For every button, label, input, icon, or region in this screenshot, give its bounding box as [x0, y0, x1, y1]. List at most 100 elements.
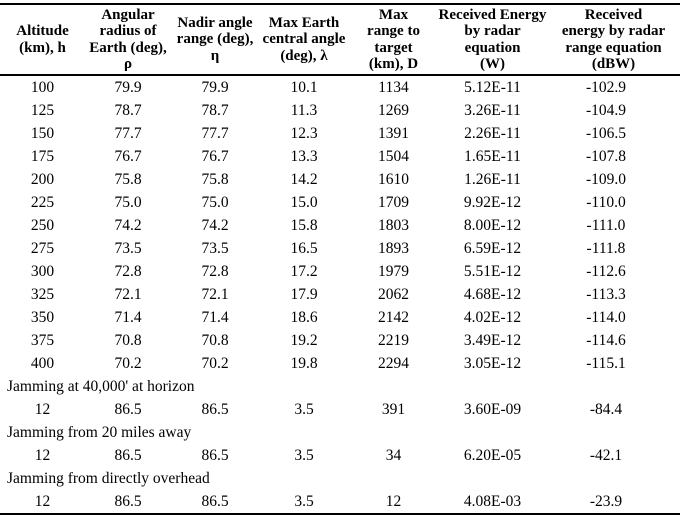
- table-cell: 14.2: [290, 171, 318, 188]
- table-cell: 79.9: [114, 79, 142, 96]
- table-row: 12 86.5 86.5 3.5 391 3.60E-09 -84.4: [0, 398, 680, 421]
- table-cell: 9.92E-12: [463, 194, 522, 211]
- table-cell: -111.8: [586, 240, 626, 257]
- table-cell: 75.0: [114, 194, 142, 211]
- table-row: 12 86.5 86.5 3.5 34 6.20E-05 -42.1: [0, 444, 680, 467]
- table-cell: 6.59E-12: [463, 240, 522, 257]
- table-cell: -111.0: [586, 217, 626, 234]
- table-cell: 2062: [378, 286, 409, 303]
- table-cell: 70.2: [201, 355, 229, 372]
- table-cell: 75.8: [201, 171, 229, 188]
- table-cell: 3.5: [294, 447, 314, 464]
- table-cell: 1709: [378, 194, 409, 211]
- column-header-nadir-angle: Nadir angle range (deg), η: [171, 4, 259, 76]
- table-cell: 1803: [378, 217, 409, 234]
- table-cell: 2142: [378, 309, 409, 326]
- table-cell: 71.4: [114, 309, 142, 326]
- table-cell: 12: [34, 401, 51, 418]
- table-row: 200 75.8 75.8 14.2 1610 1.26E-11 -109.0: [0, 168, 680, 191]
- table-cell: 125: [30, 102, 55, 119]
- table-cell: -114.6: [586, 332, 626, 349]
- table-cell: -23.9: [589, 493, 623, 510]
- table-cell: 1.65E-11: [464, 148, 521, 165]
- header-row: Altitude (km), h Angular radius of Earth…: [0, 4, 680, 76]
- table-cell: 34: [385, 447, 402, 464]
- table-cell: -84.4: [589, 401, 623, 418]
- table-cell: 225: [30, 194, 55, 211]
- table-row: 400 70.2 70.2 19.8 2294 3.05E-12 -115.1: [0, 352, 680, 375]
- table-row: 12 86.5 86.5 3.5 12 4.08E-03 -23.9: [0, 490, 680, 514]
- section-header-row: Jamming at 40,000' at horizon: [0, 375, 680, 398]
- table-cell: 72.1: [114, 286, 142, 303]
- table-cell: 1893: [378, 240, 409, 257]
- column-header-angular-radius: Angular radius of Earth (deg), ρ: [85, 4, 171, 76]
- table-cell: 375: [30, 332, 55, 349]
- table-cell: 4.68E-12: [463, 286, 522, 303]
- table-cell: 2294: [378, 355, 409, 372]
- table-cell: 8.00E-12: [463, 217, 522, 234]
- table-cell: 10.1: [290, 79, 318, 96]
- table-cell: 15.8: [290, 217, 318, 234]
- table-cell: 86.5: [201, 493, 229, 510]
- table-cell: 70.8: [114, 332, 142, 349]
- table-cell: 77.7: [201, 125, 229, 142]
- table-cell: 150: [30, 125, 55, 142]
- table-cell: 73.5: [201, 240, 229, 257]
- table-cell: 5.12E-11: [464, 79, 521, 96]
- table-row: 150 77.7 77.7 12.3 1391 2.26E-11 -106.5: [0, 122, 680, 145]
- table-cell: 1391: [378, 125, 409, 142]
- altitude-radar-table: Altitude (km), h Angular radius of Earth…: [0, 3, 680, 515]
- table-cell: 74.2: [201, 217, 229, 234]
- table-cell: 77.7: [114, 125, 142, 142]
- table-row: 325 72.1 72.1 17.9 2062 4.68E-12 -113.3: [0, 283, 680, 306]
- table-row: 300 72.8 72.8 17.2 1979 5.51E-12 -112.6: [0, 260, 680, 283]
- table-cell: -114.0: [586, 309, 626, 326]
- table-cell: 86.5: [114, 493, 142, 510]
- column-header-received-energy-w: Received Energy by radar equation (W): [438, 4, 547, 76]
- table-cell: 15.0: [290, 194, 318, 211]
- table-cell: 19.2: [290, 332, 318, 349]
- column-header-received-energy-dbw: Received energy by radar range equation …: [547, 4, 680, 76]
- table-cell: 5.51E-12: [463, 263, 522, 280]
- table-cell: 17.2: [290, 263, 318, 280]
- table-row: 250 74.2 74.2 15.8 1803 8.00E-12 -111.0: [0, 214, 680, 237]
- table-cell: 13.3: [290, 148, 318, 165]
- table-row: 100 79.9 79.9 10.1 1134 5.12E-11 -102.9: [0, 75, 680, 99]
- table-cell: 86.5: [201, 447, 229, 464]
- table-cell: -42.1: [589, 447, 623, 464]
- table-cell: 78.7: [201, 102, 229, 119]
- section-label: Jamming from directly overhead: [7, 470, 210, 487]
- table-cell: 76.7: [201, 148, 229, 165]
- table-cell: 350: [30, 309, 55, 326]
- table-cell: -104.9: [585, 102, 627, 119]
- table-cell: 2.26E-11: [464, 125, 521, 142]
- table-cell: -109.0: [585, 171, 627, 188]
- table-cell: 74.2: [114, 217, 142, 234]
- table-cell: 1979: [378, 263, 409, 280]
- section-header-row: Jamming from 20 miles away: [0, 421, 680, 444]
- table-cell: -115.1: [586, 355, 626, 372]
- table-cell: -113.3: [586, 286, 626, 303]
- table-cell: 1134: [378, 79, 409, 96]
- table-cell: 100: [30, 79, 55, 96]
- table-cell: 12.3: [290, 125, 318, 142]
- table-cell: 1.26E-11: [464, 171, 521, 188]
- table-cell: 17.9: [290, 286, 318, 303]
- table-cell: 1504: [378, 148, 409, 165]
- table-cell: 19.8: [290, 355, 318, 372]
- table-cell: 4.02E-12: [463, 309, 522, 326]
- table-cell: -107.8: [585, 148, 627, 165]
- table-cell: 16.5: [290, 240, 318, 257]
- table-cell: 70.8: [201, 332, 229, 349]
- table-cell: 250: [30, 217, 55, 234]
- table-row: 125 78.7 78.7 11.3 1269 3.26E-11 -104.9: [0, 99, 680, 122]
- table-cell: 3.05E-12: [463, 355, 522, 372]
- column-header-altitude: Altitude (km), h: [0, 4, 85, 76]
- table-cell: 3.60E-09: [463, 401, 522, 418]
- table-cell: 86.5: [201, 401, 229, 418]
- table-cell: 76.7: [114, 148, 142, 165]
- table-cell: -106.5: [585, 125, 627, 142]
- table-cell: 1269: [378, 102, 409, 119]
- table-cell: 78.7: [114, 102, 142, 119]
- table-cell: 3.5: [294, 401, 314, 418]
